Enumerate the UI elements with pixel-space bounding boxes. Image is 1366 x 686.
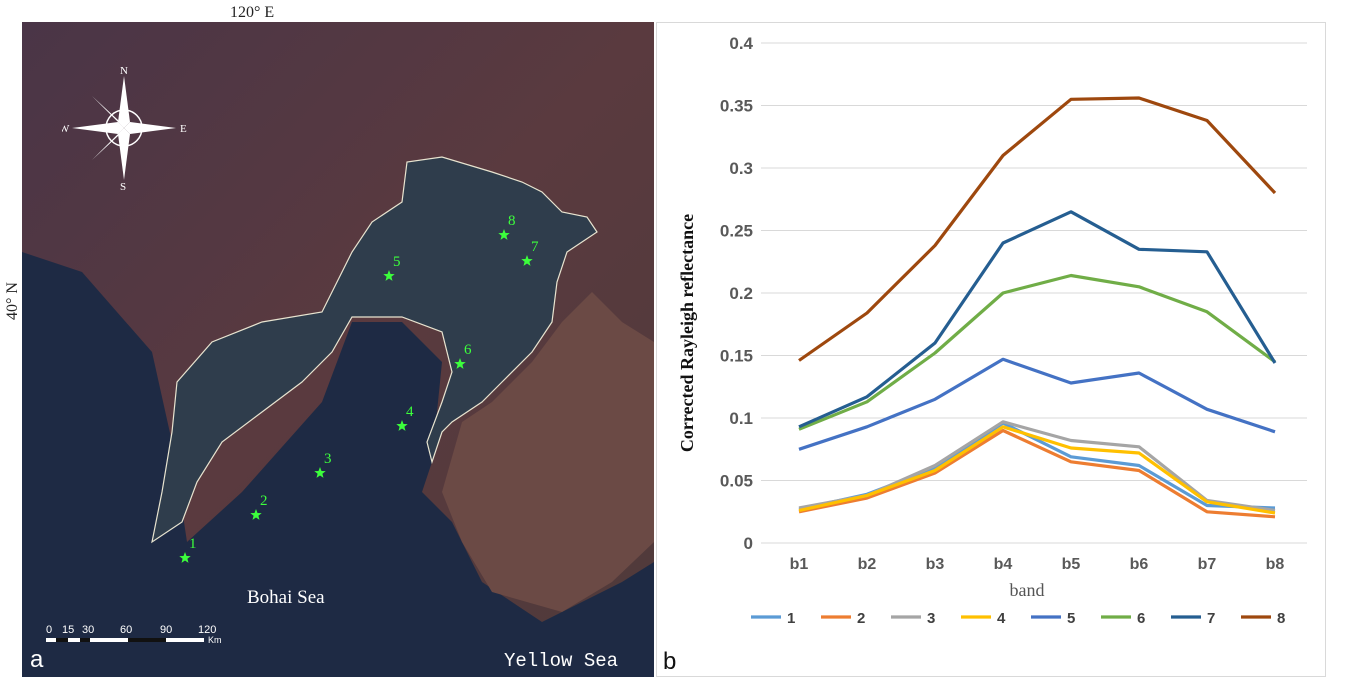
x-tick-label: b3 — [926, 556, 945, 573]
y-tick-label: 0.3 — [729, 159, 753, 178]
scale-unit: Km — [208, 635, 222, 645]
site-marker-8-icon — [498, 229, 510, 240]
x-tick-label: b2 — [858, 556, 877, 573]
y-tick-label: 0.35 — [720, 97, 753, 116]
site-marker-6-icon — [454, 358, 466, 369]
scale-bar: 0 15 30 60 90 120 Km — [46, 624, 246, 646]
compass-n: N — [120, 66, 128, 77]
series-line-8 — [798, 96, 1277, 362]
legend-label-1: 1 — [787, 610, 795, 627]
site-label-7: 7 — [531, 239, 539, 255]
legend-label-7: 7 — [1207, 610, 1215, 627]
y-tick-label: 0.25 — [720, 222, 753, 241]
site-label-6: 6 — [464, 342, 472, 358]
yellow-sea-label: Yellow Sea — [504, 650, 619, 672]
series-line-2 — [798, 428, 1276, 519]
y-tick-label: 0.05 — [720, 472, 753, 491]
peninsula — [442, 292, 654, 612]
site-label-4: 4 — [406, 404, 414, 420]
legend-label-6: 6 — [1137, 610, 1145, 627]
legend-label-5: 5 — [1067, 610, 1075, 627]
scale-tick: 60 — [120, 624, 133, 636]
scale-tick: 90 — [160, 624, 173, 636]
compass-w: W — [62, 123, 70, 135]
legend-label-8: 8 — [1277, 610, 1285, 627]
series-line-4 — [798, 425, 1276, 515]
y-tick-label: 0.2 — [729, 284, 753, 303]
series-line-5 — [798, 357, 1276, 451]
series-line-6 — [798, 273, 1276, 431]
compass-rose-icon: N S E W — [62, 66, 187, 193]
series-line-7 — [798, 210, 1277, 429]
site-label-8: 8 — [508, 213, 516, 229]
site-markers: 1 2 3 4 5 6 78 — [179, 213, 539, 563]
y-axis-label: Corrected Rayleigh reflectance — [677, 214, 697, 452]
legend-label-3: 3 — [927, 610, 935, 627]
satellite-map — [22, 22, 654, 677]
x-tick-label: b4 — [994, 556, 1013, 573]
legend-label-4: 4 — [997, 610, 1006, 627]
compass-s: S — [120, 181, 126, 193]
x-tick-label: b8 — [1266, 556, 1285, 573]
x-tick-label: b6 — [1130, 556, 1149, 573]
scale-tick: 30 — [82, 624, 95, 636]
y-tick-label: 0.15 — [720, 347, 753, 366]
site-marker-7-icon — [521, 255, 533, 266]
compass-e: E — [180, 123, 187, 135]
latitude-label: 40° N — [4, 282, 21, 320]
site-label-3: 3 — [324, 451, 332, 467]
panel-label-b: b — [663, 648, 676, 675]
line-chart: 00.050.10.150.20.250.30.350.4b1 b2 b3 b4 b5 b… — [663, 34, 1307, 675]
y-tick-label: 0.4 — [729, 34, 753, 53]
longitude-label: 120° E — [230, 4, 275, 21]
chart-panel: 0 0.05 0.1 0.15 0.2 0.25 0.3 0.35 0.4 b1 b2 b3 b4 b5 b… — [656, 22, 1326, 677]
scale-tick: 120 — [198, 624, 217, 636]
study-area-outline — [151, 156, 598, 544]
x-tick-label: b1 — [790, 556, 809, 573]
scale-tick: 15 — [62, 624, 75, 636]
site-marker-5-icon — [383, 270, 395, 281]
y-tick-label: 0.1 — [729, 409, 753, 428]
x-tick-label: b5 — [1062, 556, 1081, 573]
site-marker-3-icon — [314, 467, 326, 478]
scale-tick: 0 — [46, 624, 53, 636]
bohai-sea-label: Bohai Sea — [247, 587, 325, 608]
panel-label-a: a — [30, 646, 44, 673]
site-label-2: 2 — [260, 493, 268, 509]
site-marker-2-icon — [250, 509, 262, 520]
legend-label-2: 2 — [857, 610, 865, 627]
site-marker-4-icon — [396, 420, 408, 431]
site-label-5: 5 — [393, 254, 401, 270]
x-tick-label: b7 — [1198, 556, 1217, 573]
site-marker-1-icon — [179, 552, 191, 563]
x-axis-label: band — [1010, 580, 1045, 600]
y-tick-label: 0 — [744, 534, 753, 553]
sea-area — [22, 252, 654, 677]
site-label-1: 1 — [189, 536, 197, 552]
